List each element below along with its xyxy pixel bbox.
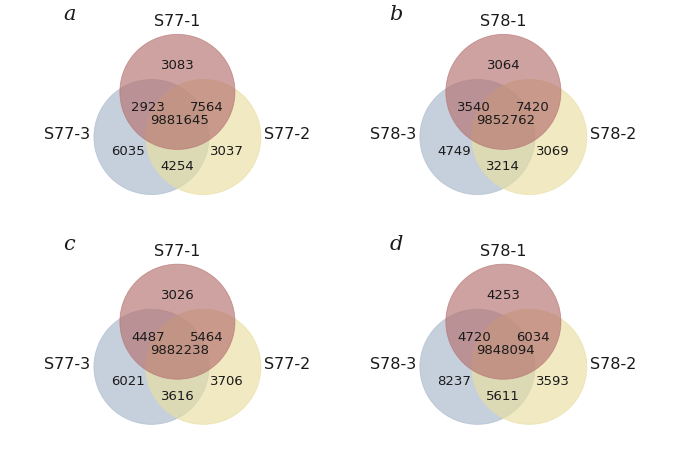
Text: 9881645: 9881645 — [150, 114, 209, 127]
Text: S77-3: S77-3 — [44, 357, 90, 372]
Text: S78-3: S78-3 — [370, 357, 417, 372]
Circle shape — [120, 35, 235, 149]
Circle shape — [120, 264, 235, 379]
Text: 3037: 3037 — [210, 145, 244, 158]
Text: a: a — [63, 5, 76, 24]
Text: S77-3: S77-3 — [44, 127, 90, 142]
Text: 4720: 4720 — [457, 331, 491, 344]
Text: b: b — [390, 5, 403, 24]
Text: 3616: 3616 — [160, 390, 194, 402]
Text: 6035: 6035 — [111, 145, 145, 158]
Text: 3026: 3026 — [160, 289, 194, 302]
Circle shape — [472, 79, 587, 195]
Text: 2923: 2923 — [131, 101, 165, 114]
Text: c: c — [63, 235, 75, 254]
Circle shape — [94, 309, 209, 425]
Text: S78-3: S78-3 — [370, 127, 417, 142]
Circle shape — [472, 309, 587, 425]
Text: 5464: 5464 — [190, 331, 224, 344]
Text: 7420: 7420 — [516, 101, 549, 114]
Text: S78-1: S78-1 — [480, 244, 526, 259]
Text: 8237: 8237 — [437, 375, 470, 388]
Text: 9882238: 9882238 — [150, 344, 209, 357]
Text: 3069: 3069 — [537, 145, 570, 158]
Text: S78-2: S78-2 — [590, 127, 637, 142]
Circle shape — [420, 309, 535, 425]
Text: 4254: 4254 — [160, 160, 194, 173]
Text: 3064: 3064 — [487, 59, 520, 72]
Circle shape — [94, 79, 209, 195]
Circle shape — [446, 264, 561, 379]
Text: 6034: 6034 — [516, 331, 549, 344]
Text: 3540: 3540 — [457, 101, 491, 114]
Circle shape — [146, 309, 261, 425]
Text: 3083: 3083 — [160, 59, 194, 72]
Text: 5611: 5611 — [487, 390, 520, 402]
Text: 9852762: 9852762 — [476, 114, 535, 127]
Text: 3214: 3214 — [487, 160, 520, 173]
Text: S78-2: S78-2 — [590, 357, 637, 372]
Text: 7564: 7564 — [190, 101, 224, 114]
Text: 4487: 4487 — [131, 331, 165, 344]
Text: S77-1: S77-1 — [154, 14, 201, 30]
Text: 3706: 3706 — [210, 375, 244, 388]
Text: 4749: 4749 — [437, 145, 470, 158]
Text: 9848094: 9848094 — [477, 344, 535, 357]
Text: S78-1: S78-1 — [480, 14, 526, 30]
Text: S77-2: S77-2 — [264, 357, 311, 372]
Text: d: d — [390, 235, 403, 254]
Text: S77-2: S77-2 — [264, 127, 311, 142]
Circle shape — [146, 79, 261, 195]
Circle shape — [446, 35, 561, 149]
Text: S77-1: S77-1 — [154, 244, 201, 259]
Text: 6021: 6021 — [111, 375, 145, 388]
Circle shape — [420, 79, 535, 195]
Text: 4253: 4253 — [487, 289, 520, 302]
Text: 3593: 3593 — [536, 375, 570, 388]
